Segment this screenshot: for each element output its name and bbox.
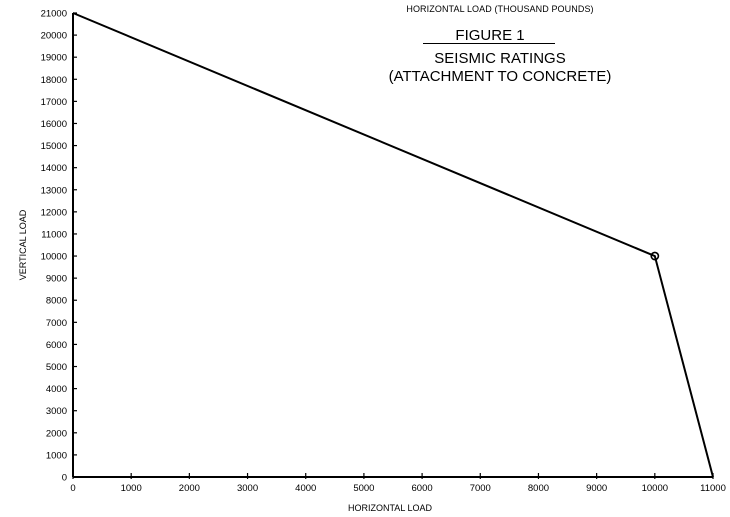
y-axis-title: VERTICAL LOAD: [18, 209, 28, 281]
y-tick-label: 18000: [41, 75, 67, 86]
x-tick-label: 2000: [179, 483, 200, 494]
x-tick-label: 0: [70, 483, 75, 494]
y-tick-label: 1000: [46, 450, 67, 461]
x-tick-label: 10000: [642, 483, 668, 494]
y-tick-label: 15000: [41, 141, 67, 152]
y-tick-label: 11000: [41, 229, 67, 240]
x-axis-title: HORIZONTAL LOAD: [347, 503, 432, 513]
y-tick-label: 4000: [46, 384, 67, 395]
y-tick-label: 17000: [41, 97, 67, 108]
y-tick-label: 14000: [41, 163, 67, 174]
figure-label: FIGURE 1: [455, 27, 525, 44]
data-point-marker: [650, 251, 660, 261]
y-tick-label: 12000: [41, 207, 67, 218]
y-tick-label: 13000: [41, 185, 67, 196]
x-tick-label: 9000: [586, 483, 607, 494]
x-tick-label: 8000: [528, 483, 549, 494]
x-tick-label: 5000: [353, 483, 374, 494]
y-tick-label: 10000: [41, 252, 67, 263]
y-tick-label: 2000: [46, 428, 67, 439]
y-tick-label: 5000: [46, 362, 67, 373]
y-axis-ticks: 0 1000 2000 3000 4000 5000 6000 7000 8000 9000 100…: [41, 9, 77, 484]
y-tick-label: 21000: [41, 9, 67, 20]
y-tick-label: 8000: [46, 296, 67, 307]
y-tick-label: 3000: [46, 406, 67, 417]
x-tick-label: 1000: [121, 483, 142, 494]
y-tick-label: 20000: [41, 31, 67, 42]
y-tick-label: 0: [62, 473, 67, 484]
x-tick-label: 7000: [470, 483, 491, 494]
y-tick-label: 19000: [41, 53, 67, 64]
series-group: [72, 12, 714, 478]
x-axis-ticks: 0 1000 2000 3000 4000 5000 6000 7000 8000 9000 100…: [70, 473, 726, 494]
chart-title-line-2: (ATTACHMENT TO CONCRETE): [388, 68, 612, 85]
y-tick-label: 7000: [46, 318, 67, 329]
x-tick-label: 6000: [412, 483, 433, 494]
x-tick-label: 11000: [700, 483, 726, 494]
series-line: [72, 12, 714, 478]
top-caption: HORIZONTAL LOAD (THOUSAND POUNDS): [406, 4, 594, 14]
x-tick-label: 4000: [295, 483, 316, 494]
y-tick-label: 16000: [41, 119, 67, 130]
y-tick-label: 6000: [46, 340, 67, 351]
x-tick-label: 3000: [237, 483, 258, 494]
chart-title-line-1: SEISMIC RATINGS: [434, 50, 566, 67]
y-tick-label: 9000: [46, 274, 67, 285]
figure-underline: [423, 43, 555, 44]
